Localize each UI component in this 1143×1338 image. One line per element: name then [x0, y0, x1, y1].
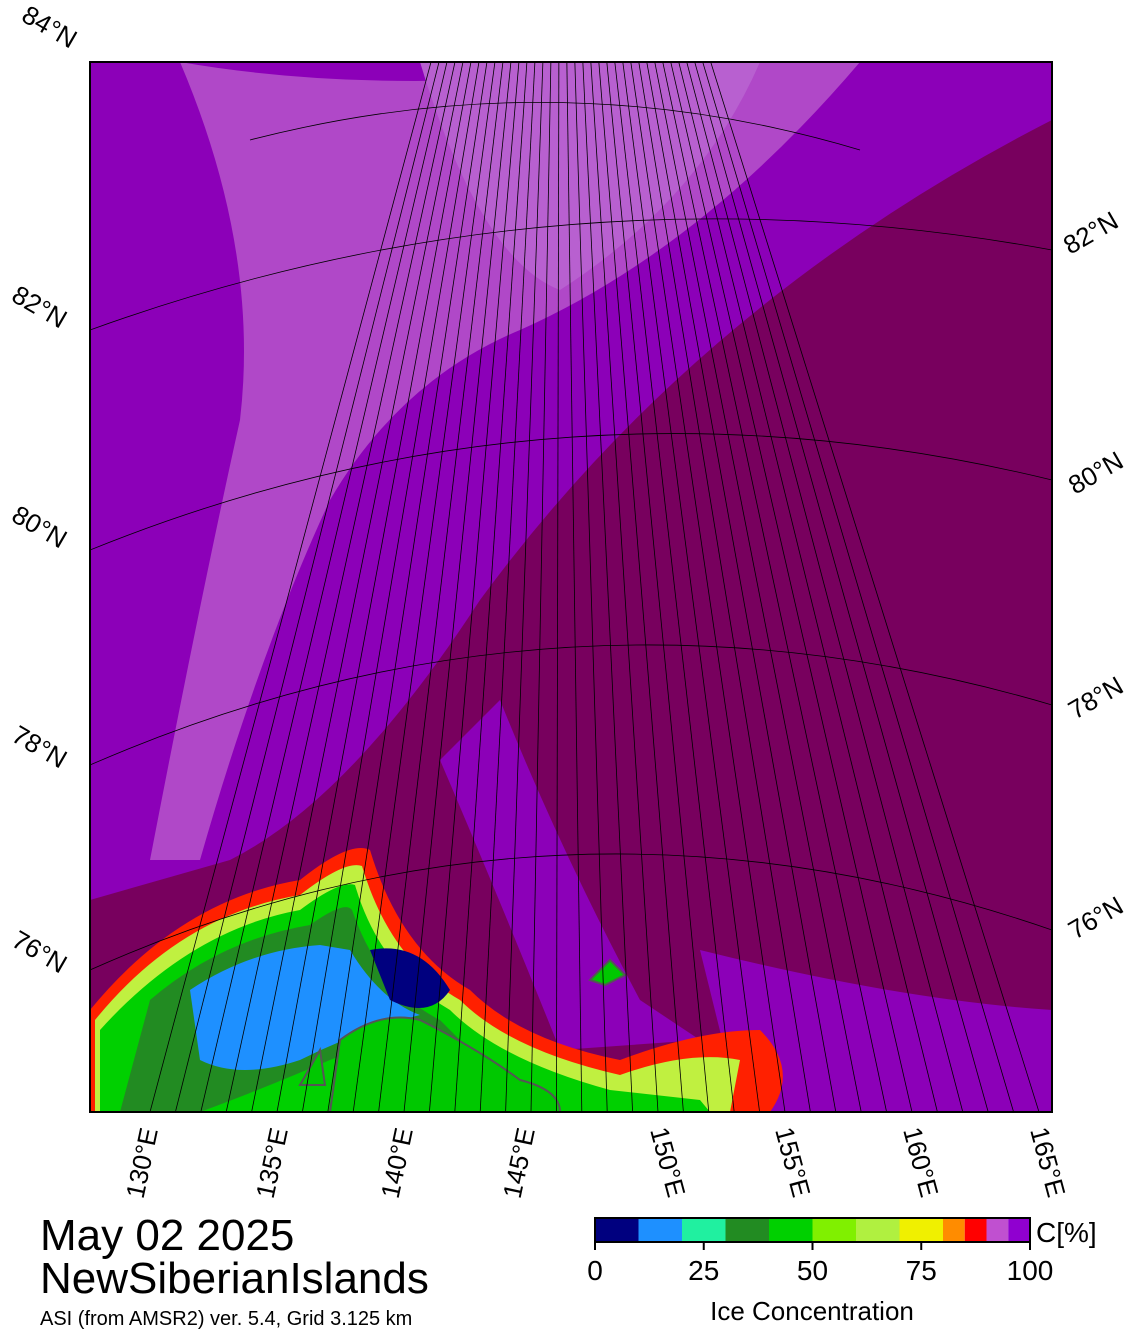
lon-line [302, 62, 480, 1112]
colorbar-segment [769, 1218, 813, 1242]
lat-label: 80°N [1063, 445, 1128, 500]
lon-line [225, 62, 456, 1112]
lon-line [352, 62, 496, 1112]
lon-line [598, 62, 684, 1112]
colorbar-tick-label: 75 [906, 1255, 937, 1286]
colorbar-segment [812, 1218, 856, 1242]
ice-band [700, 950, 1052, 1112]
lon-line [662, 62, 887, 1112]
lon-line [622, 62, 760, 1112]
lat-line [90, 644, 1052, 766]
lon-label: 165°E [1024, 1124, 1071, 1200]
lon-line [556, 62, 560, 1112]
lon-line [646, 62, 837, 1112]
lat-line [90, 853, 1052, 971]
colorbar-tick-label: 0 [587, 1255, 603, 1286]
colorbar-segment [638, 1218, 682, 1242]
lon-line [582, 62, 633, 1112]
lat-line [90, 433, 1052, 551]
colorbar-segment [1008, 1218, 1030, 1242]
colorbar-tick-label: 25 [688, 1255, 719, 1286]
colorbar-segment [595, 1218, 639, 1242]
lon-line [505, 62, 544, 1112]
lon-line [574, 62, 608, 1112]
lon-line [200, 62, 448, 1112]
lon-line [630, 62, 786, 1112]
lon-label: 145°E [497, 1125, 541, 1201]
lat-label: 78°N [7, 719, 72, 774]
lat-label: 82°N [7, 279, 72, 334]
ice-band [440, 700, 700, 1050]
lon-line [530, 62, 552, 1112]
lon-label: 155°E [769, 1124, 816, 1200]
lon-line [251, 62, 464, 1112]
lon-line [702, 62, 1014, 1112]
colorbar-unit: C[%] [1036, 1217, 1097, 1248]
colorbar-segment [682, 1218, 726, 1242]
lon-line [694, 62, 989, 1112]
lon-line [654, 62, 862, 1112]
colorbar: 0 25 50 75 100 [587, 1217, 1054, 1286]
lon-label: 150°E [644, 1124, 691, 1200]
lon-label: 130°E [120, 1125, 164, 1201]
lon-line [378, 62, 504, 1112]
lon-line [454, 62, 528, 1112]
lon-line [686, 62, 964, 1112]
map-image [90, 62, 1052, 1112]
lon-line [175, 62, 440, 1112]
lon-line [710, 62, 1040, 1112]
colorbar-label: Ice Concentration [710, 1296, 914, 1326]
lat-line [90, 218, 1052, 331]
lon-label: 160°E [897, 1124, 944, 1200]
colorbar-segment [899, 1218, 943, 1242]
lat-label: 84°N [17, 0, 82, 54]
colorbar-segment [943, 1218, 965, 1242]
colorbar-segment [964, 1218, 987, 1242]
land [328, 1016, 562, 1112]
lon-label: 140°E [375, 1125, 419, 1201]
lon-line [327, 62, 488, 1112]
lat-line [249, 101, 861, 151]
ice-low [190, 945, 420, 1070]
lon-line [678, 62, 938, 1112]
lon-line [429, 62, 520, 1112]
source-note: ASI (from AMSR2) ver. 5.4, Grid 3.125 km [40, 1308, 412, 1330]
lon-line [670, 62, 913, 1112]
date-title: May 02 2025 [40, 1211, 294, 1260]
ice-band-light [150, 62, 860, 860]
lon-line [479, 62, 536, 1112]
lon-line [149, 62, 432, 1112]
lon-line [566, 62, 583, 1112]
lat-label: 78°N [1063, 670, 1128, 725]
lon-line [276, 62, 472, 1112]
graticule [90, 62, 1052, 1112]
lon-line [590, 62, 659, 1112]
lat-line [260, 62, 880, 63]
lat-label: 76°N [1063, 890, 1128, 945]
lon-line [614, 62, 735, 1112]
colorbar-segment [725, 1218, 769, 1242]
lat-label: 76°N [7, 924, 72, 979]
lon-line [606, 62, 710, 1112]
colorbar-tick-label: 100 [1007, 1255, 1054, 1286]
lat-label: 82°N [1058, 205, 1123, 260]
lat-label: 80°N [7, 499, 72, 554]
map-frame [89, 61, 1053, 1113]
lon-label: 135°E [250, 1125, 294, 1201]
colorbar-tick-label: 50 [797, 1255, 828, 1286]
lon-line [638, 62, 811, 1112]
region-title: NewSiberianIslands [40, 1254, 429, 1303]
colorbar-segment [856, 1218, 900, 1242]
ice-low [370, 948, 450, 1008]
colorbar-segment [986, 1218, 1009, 1242]
lon-line [403, 62, 512, 1112]
